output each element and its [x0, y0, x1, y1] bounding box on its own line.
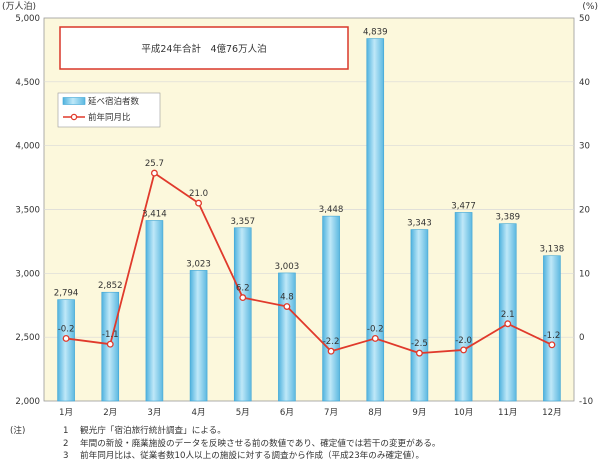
- y-left-tick-label: 2,000: [15, 397, 40, 407]
- yoy-value-label: -1.2: [544, 331, 561, 341]
- yoy-line: [65, 172, 553, 355]
- y-right-tick-label: 40: [579, 78, 590, 88]
- x-tick-label: 5月: [236, 407, 250, 418]
- y-right-tick-label: 0: [579, 333, 584, 343]
- yoy-point: [150, 169, 158, 177]
- yoy-point: [371, 334, 379, 342]
- y-left-tick-label: 5,000: [15, 14, 40, 24]
- yoy-point: [460, 346, 468, 354]
- x-tick-label: 8月: [368, 407, 382, 418]
- x-tick-label: 4月: [192, 407, 206, 418]
- x-tick-label: 6月: [280, 407, 294, 418]
- yoy-point: [106, 340, 114, 348]
- yoy-point: [415, 349, 423, 357]
- y-right-tick-label: 50: [579, 14, 590, 24]
- x-tick-label: 2月: [103, 407, 117, 418]
- left-axis-unit: (万人泊): [2, 1, 36, 12]
- bar: [322, 215, 340, 402]
- y-left-tick-label: 4,000: [15, 142, 40, 152]
- bar: [145, 220, 164, 402]
- yoy-point: [504, 320, 512, 328]
- bar-value-label: 3,389: [495, 213, 520, 223]
- bar-value-label: 3,414: [142, 209, 167, 219]
- yoy-value-label: -0.2: [367, 324, 384, 334]
- bar-value-label: 3,023: [186, 259, 211, 269]
- bar-value-label: 2,794: [54, 289, 79, 299]
- legend-line-marker: [70, 113, 78, 121]
- bar-value-label: 3,448: [319, 205, 344, 215]
- x-tick-label: 12月: [542, 407, 562, 418]
- combo-chart: 2,794 2,852 3,414 3,023 3,357 3,003 3,448 4,839…: [2, 1, 598, 418]
- yoy-point: [62, 334, 70, 342]
- yoy-value-label: -2.0: [455, 336, 472, 346]
- yoy-value-label: -2.2: [323, 337, 340, 347]
- yoy-point: [239, 294, 247, 302]
- legend-bar-label: 延べ宿泊者数: [88, 96, 140, 107]
- notes-head: (注): [10, 426, 26, 436]
- x-tick-label: 7月: [324, 407, 338, 418]
- bar: [498, 223, 517, 402]
- bar: [233, 227, 252, 402]
- yoy-point: [327, 347, 335, 355]
- y-right-tick-label: -10: [579, 397, 593, 407]
- bar: [57, 299, 75, 402]
- bar: [454, 212, 473, 402]
- bar-value-label: 3,477: [451, 201, 476, 211]
- note-number: 2: [63, 438, 69, 449]
- yoy-value-label: 21.0: [189, 189, 208, 199]
- x-tick-label: 3月: [147, 407, 161, 418]
- note-text: 観光庁「宿泊旅行統計調査」による。: [80, 426, 226, 436]
- right-axis-unit: (%): [582, 2, 598, 12]
- bar-value-label: 3,343: [407, 219, 432, 229]
- yoy-value-label: -2.5: [411, 339, 428, 349]
- notes: (注) 1 観光庁「宿泊旅行統計調査」による。 2 年間の新設・廃業施設のデータ…: [0, 425, 600, 463]
- note-text: 前年同月比は、従業者数10人以上の施設に対する調査から作成（平成23年のみ確定値…: [80, 451, 425, 461]
- x-tick-label: 9月: [412, 407, 426, 418]
- yoy-value-label: 6.2: [236, 284, 250, 294]
- annotation-box: 平成24年合計 4億76万人泊: [59, 26, 349, 70]
- x-tick-label: 11月: [498, 407, 518, 418]
- yoy-value-label: -1.1: [102, 330, 119, 340]
- y-right-tick-label: 10: [579, 269, 590, 279]
- note-number: 3: [63, 451, 69, 461]
- annotation-text: 平成24年合計 4億76万人泊: [141, 43, 266, 55]
- bar-value-label: 4,839: [363, 28, 388, 38]
- legend-line-label: 前年同月比: [88, 112, 131, 123]
- yoy-point: [548, 341, 556, 349]
- y-right-tick-label: 30: [579, 142, 590, 152]
- bar-value-label: 3,003: [275, 262, 300, 272]
- yoy-point: [195, 199, 203, 207]
- note-number: 1: [63, 426, 69, 436]
- y-left-tick-label: 4,500: [15, 78, 40, 88]
- y-left-tick-label: 3,500: [15, 206, 40, 216]
- bar: [543, 255, 561, 402]
- yoy-value-label: 25.7: [145, 159, 164, 169]
- bar: [189, 270, 208, 402]
- bar-value-label: 2,852: [98, 281, 123, 291]
- bar: [410, 229, 429, 402]
- yoy-value-label: 4.8: [280, 293, 294, 303]
- note-row-3: 3 前年同月比は、従業者数10人以上の施設に対する調査から作成（平成23年のみ確…: [0, 450, 600, 463]
- bar-value-label: 3,357: [230, 217, 255, 227]
- bar-value-label: 3,138: [540, 245, 565, 255]
- bar: [366, 38, 385, 402]
- y-left-tick-label: 3,000: [15, 269, 40, 279]
- yoy-value-label: -0.2: [58, 324, 75, 334]
- legend: 延べ宿泊者数 前年同月比: [57, 92, 161, 128]
- y-right-tick-label: 20: [579, 206, 590, 216]
- note-text: 年間の新設・廃業施設のデータを反映させる前の数値であり、確定値では若干の変更があ…: [80, 438, 441, 449]
- legend-bar-swatch: [62, 97, 86, 105]
- x-tick-label: 10月: [454, 407, 474, 418]
- note-row-1: (注) 1 観光庁「宿泊旅行統計調査」による。: [0, 425, 600, 438]
- y-left-tick-label: 2,500: [15, 333, 40, 343]
- x-tick-label: 1月: [59, 407, 73, 418]
- note-row-2: 2 年間の新設・廃業施設のデータを反映させる前の数値であり、確定値では若干の変更…: [0, 438, 600, 451]
- yoy-value-label: 2.1: [501, 310, 515, 320]
- yoy-point: [283, 303, 291, 310]
